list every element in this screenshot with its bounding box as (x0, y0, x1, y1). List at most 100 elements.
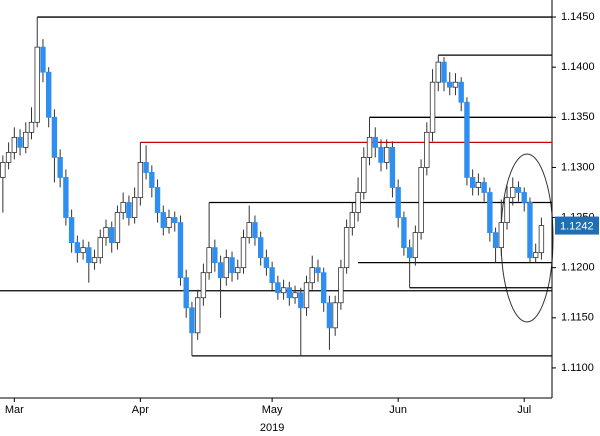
candle (406, 239, 413, 288)
candle (91, 249, 98, 270)
candle-body (28, 121, 35, 133)
candle (418, 159, 424, 240)
candle-body (492, 232, 499, 249)
candle-body (303, 282, 310, 309)
candle (149, 165, 155, 198)
y-tick-label: 1.1300 (561, 161, 595, 173)
candle (5, 142, 12, 170)
candle-body (109, 227, 115, 244)
candle (412, 225, 419, 266)
candle-body (137, 162, 144, 198)
candle (378, 139, 384, 172)
candle (321, 267, 327, 312)
candle-body (315, 267, 321, 274)
x-tick-label: Apr (132, 404, 149, 416)
candle (183, 269, 189, 318)
candle-body (126, 202, 132, 218)
candle-body (74, 242, 81, 254)
candle-body (91, 257, 98, 264)
candle (177, 215, 184, 286)
candle-body (46, 71, 52, 118)
candle (229, 251, 235, 282)
candle (200, 263, 207, 306)
candle-body (11, 136, 18, 153)
candle-body (40, 46, 46, 73)
candle-body (349, 212, 356, 228)
candle-body (80, 247, 86, 254)
candle (23, 122, 29, 154)
candle-body (252, 222, 258, 238)
candle (498, 199, 504, 256)
candle-body (309, 267, 315, 284)
candle (349, 202, 356, 236)
candle-body (212, 247, 218, 264)
candle (86, 241, 92, 283)
candle-body (475, 182, 482, 188)
y-tick-label: 1.1450 (561, 11, 595, 23)
candle-body (487, 192, 493, 233)
candle (429, 69, 436, 142)
candle-body (418, 167, 424, 233)
candle (309, 255, 315, 290)
candle (538, 217, 545, 260)
x-tick-label: May (262, 404, 283, 416)
candle (160, 205, 166, 236)
y-tick-label: 1.1200 (561, 262, 595, 274)
candle-body (257, 237, 264, 259)
y-tick-label: 1.1400 (561, 61, 595, 73)
candle-body (97, 237, 103, 259)
candle-body (510, 187, 516, 198)
candle-body (131, 197, 138, 218)
candle (292, 285, 298, 304)
candle (492, 227, 499, 263)
candle-body (5, 151, 12, 163)
candle (487, 187, 493, 242)
candle-body (23, 131, 29, 148)
candle-body (223, 257, 229, 279)
candle (338, 259, 344, 310)
candle (103, 219, 109, 246)
candle-body (412, 232, 419, 259)
candle-body (458, 81, 464, 103)
candle-body (275, 282, 281, 294)
candle (401, 211, 407, 256)
candle (298, 287, 304, 356)
candle-body (280, 287, 287, 294)
candle (452, 73, 459, 96)
candle (257, 231, 264, 266)
candle (464, 97, 470, 186)
candle-body (34, 46, 40, 123)
candle (395, 179, 401, 228)
candle-body (321, 272, 327, 304)
candle (109, 221, 115, 253)
candle (154, 179, 161, 223)
candle-body (406, 247, 413, 259)
candle (240, 229, 247, 274)
candle-body (0, 162, 6, 178)
candle-body (17, 136, 23, 148)
candle-body (51, 116, 58, 158)
candle-body (366, 136, 373, 158)
candle (97, 229, 103, 264)
candle (11, 127, 18, 160)
candle (521, 187, 527, 212)
candle (172, 211, 178, 232)
candle-body (160, 212, 166, 228)
candle-body (527, 202, 533, 259)
candle (326, 295, 333, 350)
candle (246, 205, 252, 244)
candle-body (68, 217, 75, 244)
x-sublabel: 2019 (260, 422, 284, 434)
candle (131, 187, 138, 224)
candle (40, 39, 46, 83)
candle (458, 77, 464, 112)
candle (469, 169, 476, 196)
candle-body (521, 192, 527, 203)
candle (28, 107, 35, 140)
candle (343, 219, 350, 274)
candle-body (154, 187, 161, 213)
candle (269, 261, 275, 292)
candle-body (441, 61, 447, 83)
candle (372, 127, 378, 158)
candle (510, 177, 516, 206)
